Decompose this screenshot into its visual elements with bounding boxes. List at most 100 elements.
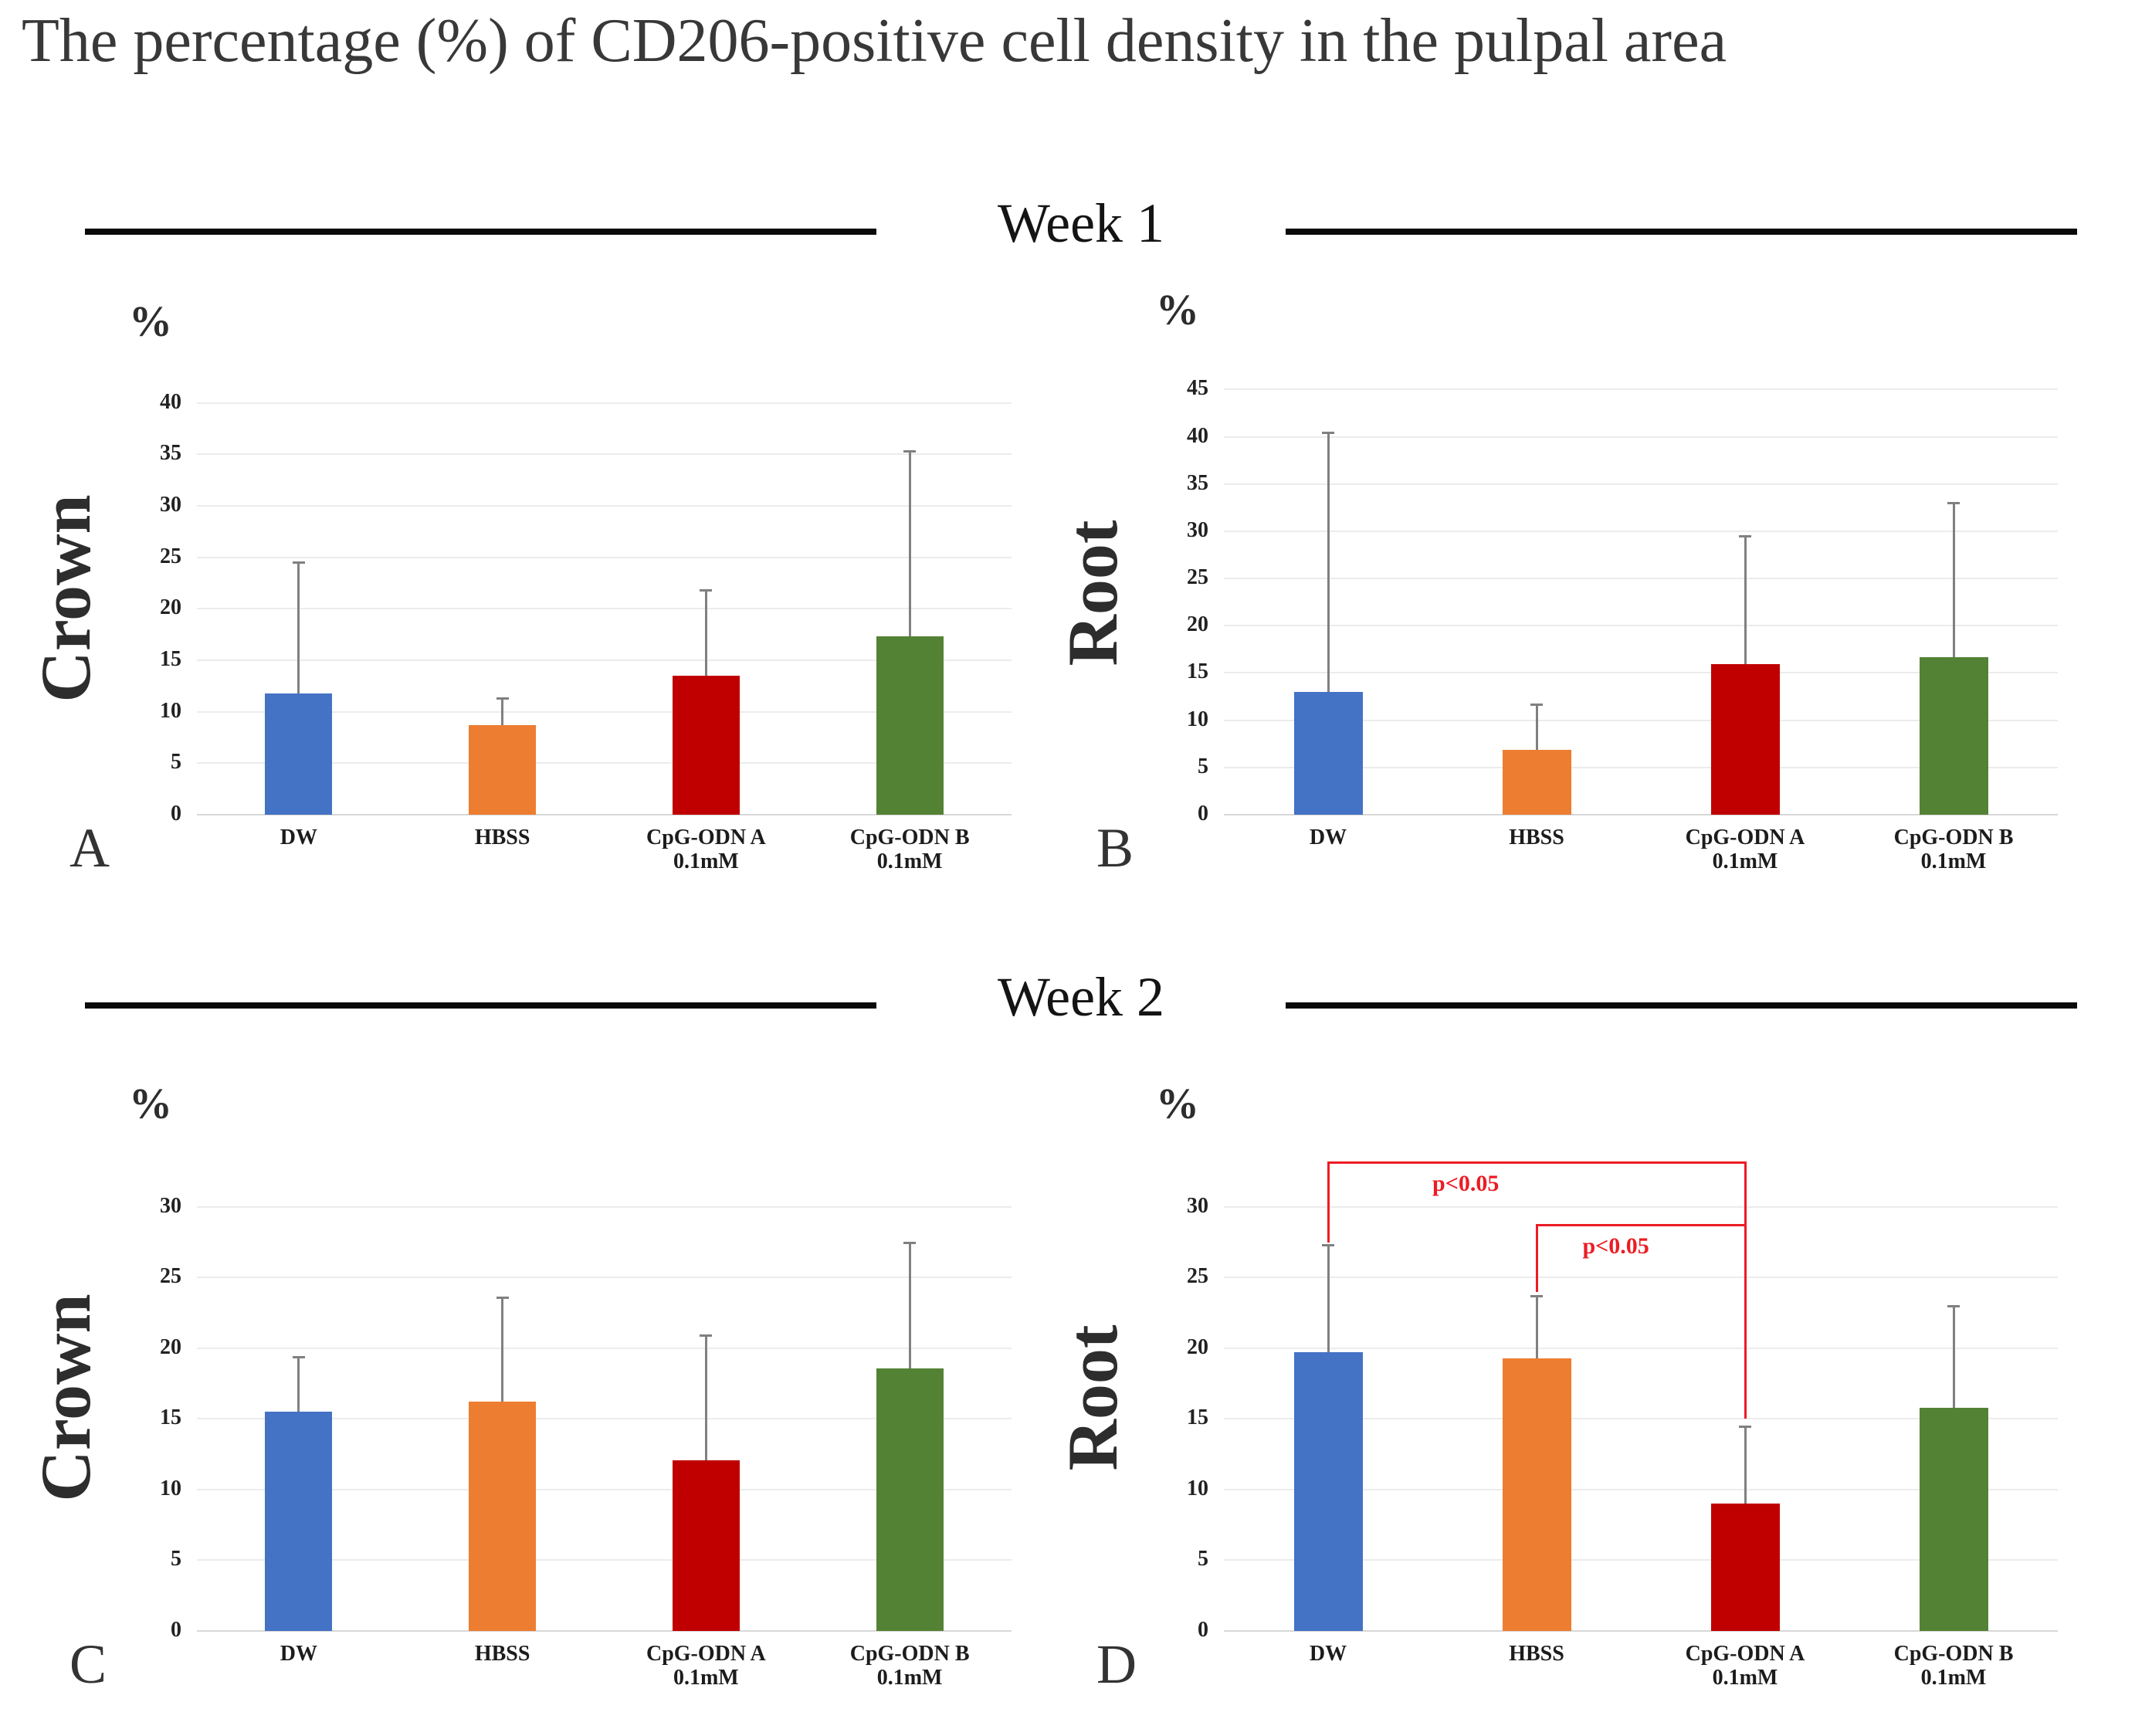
error-bar-cap	[1947, 502, 1960, 505]
bar-dw	[1293, 691, 1363, 815]
chart-root-week1: 0 5 10 15 20 25 30 35 40 45% Root B DW HBSS CpG-ODN A …	[1053, 287, 2058, 879]
x-category-label: DW	[280, 826, 317, 849]
error-bar-line	[1535, 704, 1538, 750]
y-tick-label-20: 20	[160, 595, 181, 620]
gridline-30	[1224, 530, 2058, 532]
gridline-0	[1224, 814, 2058, 815]
y-tick-label-20: 20	[160, 1334, 181, 1359]
error-bar-cap	[1530, 1295, 1543, 1298]
error-bar-cap	[1322, 431, 1334, 434]
gridline-20	[1224, 1347, 2058, 1349]
week2-section-label: Week 2	[997, 966, 1165, 1028]
gridline-5	[197, 762, 1012, 765]
error-bar-line	[1535, 1296, 1538, 1358]
gridline-30	[197, 505, 1012, 507]
bar-cpg-odn-b	[876, 636, 944, 815]
gridline-0	[197, 814, 1012, 815]
y-tick-label-5: 5	[171, 1547, 181, 1572]
error-bar-cap	[292, 561, 305, 565]
error-bar-line	[501, 698, 504, 725]
x-category-label: HBSS	[474, 826, 530, 849]
x-category-label: CpG-ODN A 0.1mM	[1685, 1642, 1805, 1690]
gridline-5	[1224, 766, 2058, 768]
y-axis-unit-label: %	[129, 298, 172, 346]
bar-hbss	[469, 1402, 537, 1631]
gridline-30	[1224, 1205, 2058, 1208]
bar-dw	[265, 1412, 333, 1631]
error-bar-line	[1744, 536, 1747, 665]
significance-bracket-top	[1535, 1223, 1747, 1226]
gridline-15	[197, 1418, 1012, 1420]
x-category-label: CpG-ODN A 0.1mM	[646, 826, 766, 874]
side-label-root: Root	[1053, 1324, 1132, 1471]
error-bar-line	[908, 1242, 911, 1368]
y-tick-label-5: 5	[171, 750, 181, 775]
gridline-15	[1224, 672, 2058, 674]
y-tick-label-0: 0	[1198, 1618, 1208, 1642]
gridline-0	[197, 1630, 1012, 1632]
error-bar-line	[1744, 1426, 1747, 1504]
error-bar-line	[1327, 432, 1330, 692]
y-tick-label-45: 45	[1187, 376, 1208, 401]
gridline-15	[197, 659, 1012, 661]
y-tick-label-30: 30	[1187, 517, 1208, 542]
y-tick-label-20: 20	[1187, 612, 1208, 637]
side-label-crown: Crown	[26, 494, 105, 703]
x-category-label: CpG-ODN B 0.1mM	[849, 1642, 970, 1690]
error-bar-cap	[1739, 1425, 1751, 1428]
y-tick-label-10: 10	[1187, 1476, 1208, 1500]
error-bar-line	[1952, 503, 1955, 657]
significance-label-1: p<0.05	[1582, 1232, 1649, 1259]
x-category-label: CpG-ODN B 0.1mM	[1893, 1642, 2014, 1690]
gridline-20	[1224, 625, 2058, 627]
gridline-35	[197, 453, 1012, 456]
x-category-label: CpG-ODN A 0.1mM	[1685, 826, 1805, 874]
y-tick-label-25: 25	[1187, 565, 1208, 590]
y-tick-label-30: 30	[160, 493, 181, 517]
y-tick-label-15: 15	[160, 647, 181, 671]
error-bar-line	[501, 1297, 504, 1402]
bar-cpg-odn-a	[1710, 664, 1780, 815]
bar-cpg-odn-b	[1919, 1407, 1988, 1631]
figure-title: The percentage (%) of CD206-positive cel…	[22, 7, 1727, 75]
x-category-label: HBSS	[1509, 826, 1564, 849]
bar-cpg-odn-b	[1919, 656, 1988, 815]
error-bar-cap	[1739, 535, 1751, 538]
y-tick-label-15: 15	[1187, 1405, 1208, 1430]
y-axis-unit-label: %	[1156, 1080, 1199, 1128]
x-category-label: DW	[280, 1642, 317, 1666]
x-category-label: HBSS	[474, 1642, 530, 1666]
y-tick-label-5: 5	[1198, 754, 1208, 778]
y-tick-label-0: 0	[171, 802, 181, 826]
chart-root-week2: 0 5 10 15 20 25 30% Root D DW HBSS CpG-ODN A 0.1mM C…	[1053, 1080, 2058, 1695]
gridline-5	[197, 1559, 1012, 1561]
x-category-label: CpG-ODN B 0.1mM	[849, 826, 970, 874]
y-tick-label-40: 40	[1187, 423, 1208, 448]
bar-dw	[1293, 1352, 1363, 1631]
gridline-25	[1224, 1277, 2058, 1279]
gridline-25	[197, 1277, 1012, 1279]
error-bar-line	[908, 451, 911, 637]
gridline-5	[1224, 1559, 2058, 1561]
y-tick-label-35: 35	[1187, 470, 1208, 495]
x-category-label: CpG-ODN A 0.1mM	[646, 1642, 766, 1690]
bar-cpg-odn-a	[1710, 1504, 1780, 1631]
side-label-crown: Crown	[26, 1294, 105, 1502]
gridline-10	[197, 1488, 1012, 1490]
chart-crown-week2: 0 5 10 15 20 25 30% Crown C DW HBSS CpG-ODN A 0.1mM…	[26, 1080, 1012, 1695]
y-tick-label-10: 10	[1187, 707, 1208, 731]
y-tick-label-10: 10	[160, 1476, 181, 1500]
gridline-25	[197, 556, 1012, 558]
y-tick-label-40: 40	[160, 389, 181, 414]
error-bar-cap	[292, 1355, 305, 1358]
bar-cpg-odn-a	[672, 676, 740, 815]
gridline-25	[1224, 578, 2058, 580]
significance-bracket-left	[1535, 1223, 1538, 1292]
significance-label-0: p<0.05	[1432, 1171, 1500, 1197]
gridline-30	[197, 1205, 1012, 1208]
gridline-20	[197, 1347, 1012, 1349]
gridline-45	[1224, 388, 2058, 391]
significance-bracket-right	[1744, 1223, 1747, 1419]
gridline-0	[1224, 1630, 2058, 1632]
y-axis-unit-label: %	[129, 1080, 172, 1128]
